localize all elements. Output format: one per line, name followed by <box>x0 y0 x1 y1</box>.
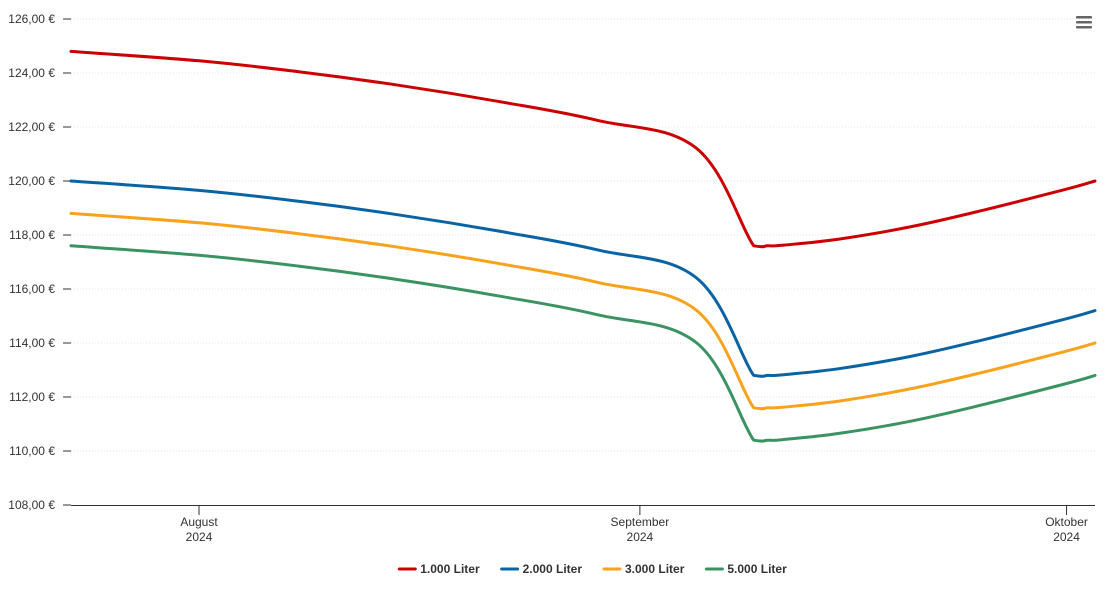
y-tick-label: 114,00 € <box>9 336 55 350</box>
x-tick-month-label: Oktober <box>1045 515 1088 529</box>
series-line-4[interactable] <box>69 244 1097 443</box>
y-tick-label: 116,00 € <box>9 282 55 296</box>
y-tick-label: 124,00 € <box>8 66 55 80</box>
legend-item-1[interactable]: 1.000 Liter <box>397 562 480 576</box>
grid-lines <box>71 18 1095 452</box>
series-line-2[interactable] <box>69 179 1097 378</box>
series-lines <box>69 49 1097 443</box>
y-axis: 108,00 € 110,00 € 112,00 € 114,00 € 116,00 €… <box>8 12 71 512</box>
legend-label: 1.000 Liter <box>420 562 480 576</box>
x-tick-month-label: September <box>611 515 670 529</box>
x-tick-year-label: 2024 <box>627 530 654 544</box>
y-tick-label: 120,00 € <box>8 174 55 188</box>
hamburger-menu-icon[interactable] <box>1075 14 1093 30</box>
series-line-1[interactable] <box>69 49 1097 249</box>
y-tick-label: 112,00 € <box>9 390 55 404</box>
x-tick-month-label: August <box>180 515 218 529</box>
legend-item-3[interactable]: 3.000 Liter <box>602 562 685 576</box>
y-tick-label: 122,00 € <box>8 120 55 134</box>
series-line-3[interactable] <box>69 211 1097 411</box>
legend-label: 2.000 Liter <box>523 562 583 576</box>
legend-label: 5.000 Liter <box>727 562 787 576</box>
y-tick-label: 110,00 € <box>9 444 55 458</box>
legend-label: 3.000 Liter <box>625 562 685 576</box>
legend-item-4[interactable]: 5.000 Liter <box>704 562 787 576</box>
legend: 1.000 Liter 2.000 Liter 3.000 Liter 5.000 L… <box>397 562 787 576</box>
legend-item-2[interactable]: 2.000 Liter <box>500 562 583 576</box>
y-tick-label: 118,00 € <box>9 228 55 242</box>
y-tick-label: 108,00 € <box>8 498 55 512</box>
x-tick-year-label: 2024 <box>186 530 213 544</box>
x-tick-year-label: 2024 <box>1053 530 1080 544</box>
y-tick-label: 126,00 € <box>8 12 55 26</box>
